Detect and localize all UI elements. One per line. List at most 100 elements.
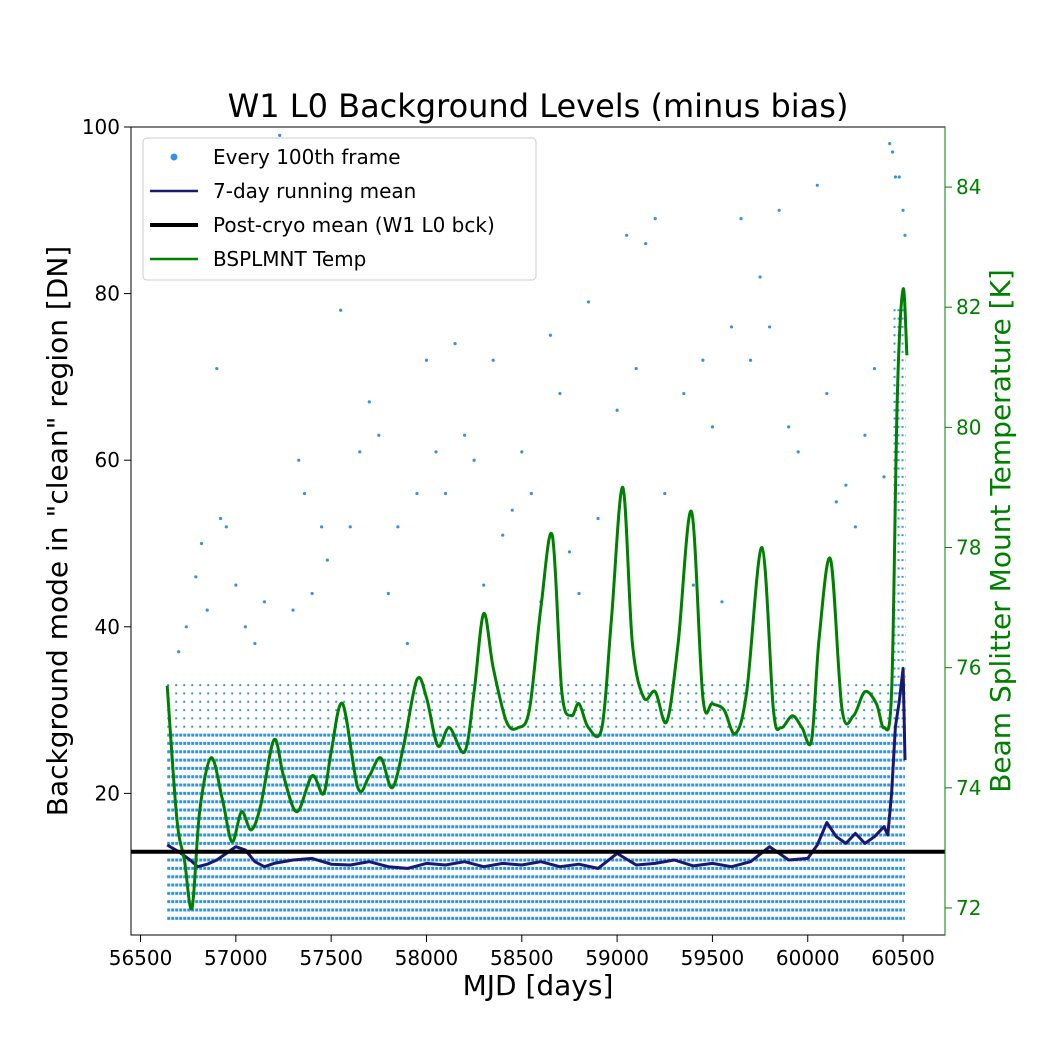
y-right-tick-label: 84 [956, 175, 981, 199]
legend-label: BSPLMNT Temp [213, 247, 366, 271]
scatter-point [218, 516, 223, 521]
scatter-point [825, 391, 829, 396]
y-tick-label: 20 [95, 781, 120, 805]
y-right-tick-label: 74 [956, 776, 981, 800]
scatter-point [834, 500, 838, 504]
scatter-point [501, 533, 505, 537]
x-axis-label: MJD [days] [463, 969, 614, 1002]
scatter-point [443, 491, 448, 496]
scatter-point [310, 591, 314, 596]
scatter-point [890, 150, 895, 154]
legend-label: Post-cryo mean (W1 L0 bck) [213, 213, 495, 237]
scatter-point [234, 583, 238, 587]
scatter-point [853, 525, 858, 529]
scatter-point [897, 175, 901, 179]
y-right-tick-label: 78 [956, 536, 981, 560]
scatter-point [577, 591, 581, 596]
scatter-point [367, 400, 371, 404]
scatter-point [377, 433, 381, 437]
scatter-point [405, 641, 410, 646]
running-mean-line [166, 666, 907, 870]
y-tick-label: 60 [95, 448, 120, 472]
scatter-point [253, 641, 257, 646]
scatter-point [634, 366, 638, 371]
scatter-point [325, 558, 329, 562]
x-tick-label: 59500 [681, 946, 745, 970]
axes: 56500 57000 57500 58000 58500 59000 59500 60000… [82, 115, 982, 970]
scatter-point [663, 491, 667, 496]
scatter-point [529, 491, 533, 496]
scatter-point [653, 217, 657, 221]
x-tick-label: 60000 [776, 946, 840, 970]
scatter-point [348, 525, 352, 529]
scatter-point [863, 433, 867, 437]
y-tick-label: 80 [95, 282, 120, 306]
scatter-point [291, 608, 295, 612]
x-tick-label: 57000 [204, 946, 268, 970]
scatter-point [278, 133, 282, 137]
scatter-point [758, 275, 762, 279]
scatter-point [386, 591, 390, 596]
scatter-point [729, 325, 734, 329]
scatter-point [472, 458, 476, 462]
y-right-tick-label: 72 [956, 896, 981, 920]
scatter-point [558, 391, 562, 396]
scatter-point [777, 208, 781, 212]
x-tick-label: 56500 [109, 946, 173, 970]
scatter-point [682, 391, 686, 396]
scatter-point [548, 333, 552, 337]
y-axis-label: Background mode in "clean" region [DN] [41, 246, 74, 816]
scatter-point [872, 366, 877, 371]
scatter-point [520, 450, 524, 454]
y-axis-right-label: Beam Splitter Mount Temperature [K] [984, 269, 1017, 793]
scatter-point [205, 608, 209, 612]
y-tick-label: 40 [95, 615, 120, 639]
plot-area [131, 133, 945, 920]
scatter-point [177, 650, 181, 654]
chart-title: W1 L0 Background Levels (minus bias) [228, 87, 849, 125]
scatter-point [625, 233, 629, 237]
scatter-point [615, 408, 619, 412]
scatter-point [893, 175, 898, 179]
scatter-point [463, 433, 467, 437]
scatter-point [199, 541, 204, 546]
scatter-point [434, 450, 438, 454]
scatter-point [215, 366, 219, 371]
scatter-point [787, 425, 791, 429]
x-tick-label: 60500 [871, 946, 935, 970]
scatter-point [184, 625, 188, 629]
scatter-point [903, 233, 907, 237]
scatter-point [453, 341, 457, 346]
scatter-point [224, 525, 228, 529]
scatter-point [691, 583, 695, 587]
scatter-point [262, 600, 267, 604]
scatter-point [844, 483, 848, 487]
scatter-point [297, 458, 301, 462]
scatter-point [302, 491, 307, 496]
scatter-point [243, 625, 247, 629]
scatter-point [320, 525, 324, 529]
legend-label: 7-day running mean [213, 179, 416, 203]
scatter-point [701, 358, 705, 362]
y-right-tick-label: 80 [956, 415, 981, 439]
scatter-point [339, 308, 343, 312]
scatter-point [586, 300, 591, 304]
x-tick-label: 57500 [299, 946, 363, 970]
x-tick-label: 59000 [585, 946, 649, 970]
scatter-point [882, 475, 886, 479]
scatter-point [510, 508, 514, 512]
scatter-point [482, 583, 486, 587]
scatter-point [710, 425, 715, 429]
y-tick-label: 100 [82, 115, 120, 139]
scatter-point [596, 516, 600, 521]
scatter-point [567, 550, 572, 554]
temperature-line [165, 287, 909, 911]
legend: Every 100th frame 7-day running mean Post-… [142, 137, 537, 281]
scatter-point [644, 242, 648, 246]
legend-marker-scatter [170, 153, 178, 161]
legend-label: Every 100th frame [213, 145, 401, 169]
scatter-point [358, 450, 362, 454]
scatter-point [748, 358, 753, 362]
scatter-point [901, 208, 905, 212]
